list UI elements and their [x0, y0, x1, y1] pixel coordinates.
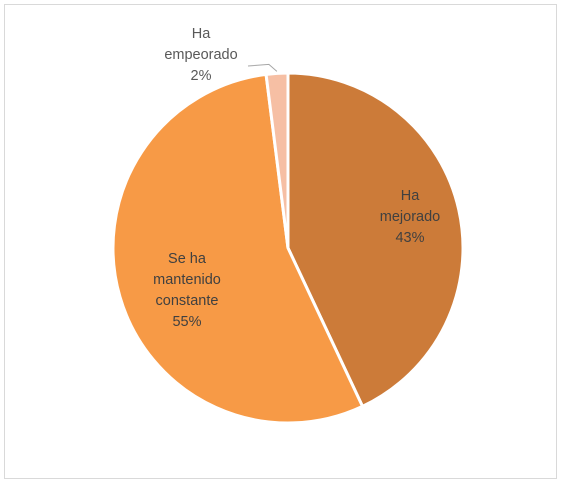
- pie-slices: [111, 71, 465, 425]
- pie-labels: Ha mejorado 43% Se ha mantenido constante 55% H…: [153, 26, 440, 330]
- data-label-ha-mejorado: Ha mejorado 43%: [380, 188, 440, 246]
- pie-slice-ha-mejorado: [286, 71, 465, 409]
- leader-line: [247, 63, 278, 72]
- pie-slice-ha-empeorado: [264, 71, 290, 249]
- pie-slice-se-ha-mantenido-constante: [111, 72, 365, 425]
- data-label-ha-empeorado: Ha empeorado 2%: [164, 26, 237, 84]
- data-label-se-ha-mantenido-constante: Se ha mantenido constante 55%: [153, 251, 221, 330]
